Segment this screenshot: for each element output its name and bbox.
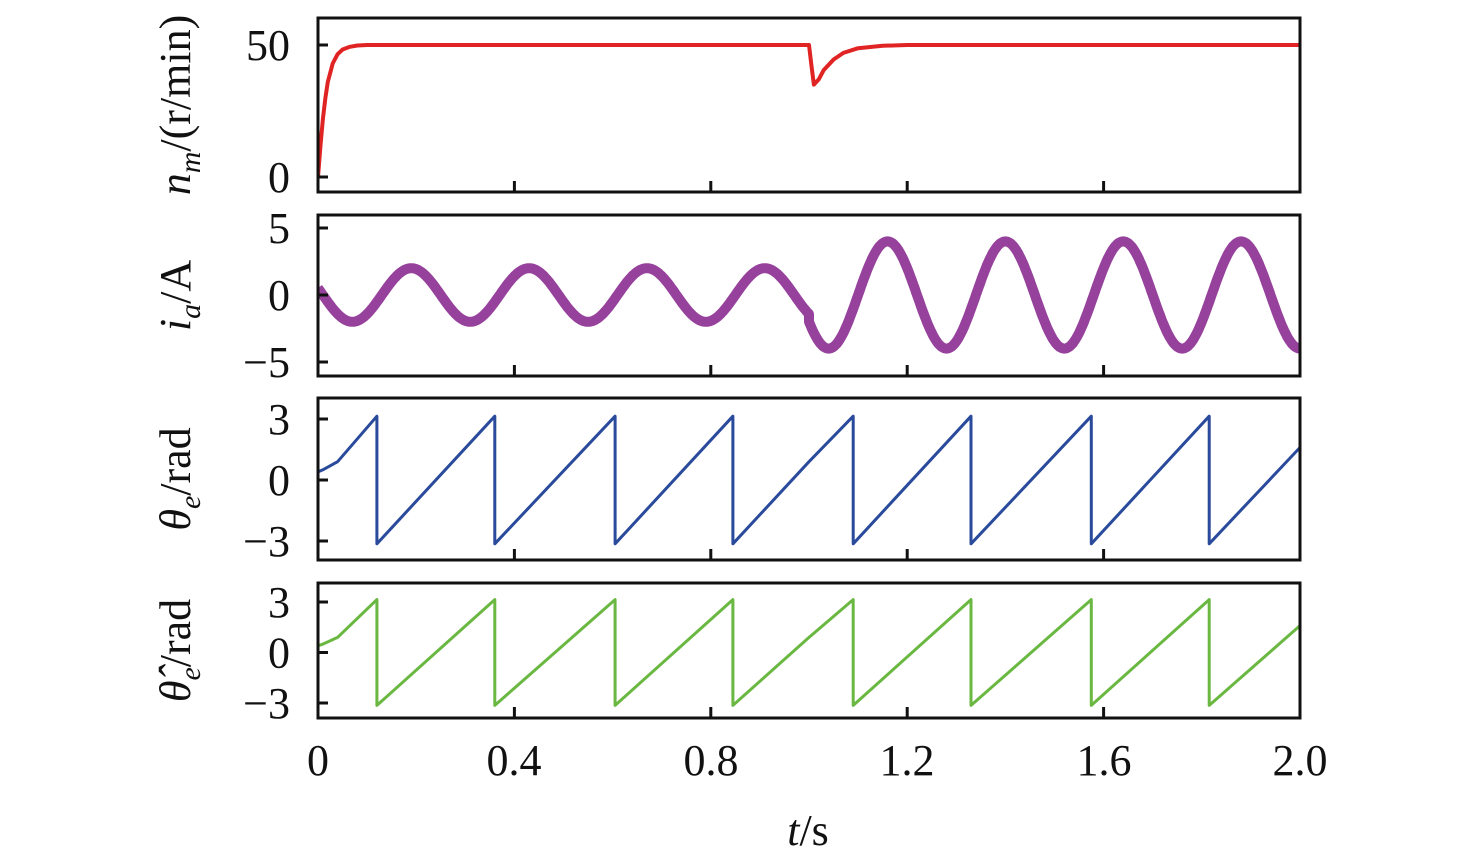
series-line-actual-rotor-angle [318, 414, 1300, 546]
x-tick-label: 2.0 [1273, 736, 1328, 785]
x-tick-label: 0 [307, 736, 329, 785]
y-axis-subscript: e [174, 667, 207, 680]
series-line-phase-current [318, 236, 1300, 354]
plot-frame [316, 16, 1302, 194]
y-tick-label: 50 [246, 21, 290, 70]
y-axis-subscript: e [174, 496, 207, 509]
y-axis-title: θe/rad [151, 427, 207, 530]
panel-3: −3 0 3 θe/rad [151, 395, 1302, 566]
y-tick-label: 0 [268, 153, 290, 202]
y-tick-label: −3 [243, 679, 290, 728]
x-axis-unit: /s [799, 806, 828, 855]
y-axis-symbol: θ [151, 509, 200, 531]
y-axis-symbol: i [151, 319, 200, 331]
series-line-speed [318, 43, 1300, 178]
y-axis-subscript: m [174, 152, 207, 174]
plot-frame [316, 581, 1302, 720]
y-tick-label: 3 [268, 578, 290, 627]
x-axis-title: t/s [787, 806, 829, 855]
y-axis-symbol: n [151, 173, 200, 195]
y-axis-unit: /(r/min) [151, 15, 200, 152]
y-tick-label: −5 [243, 338, 290, 387]
y-tick-label: 3 [268, 395, 290, 444]
y-tick-label: −3 [243, 517, 290, 566]
x-tick-label: 0.4 [487, 736, 542, 785]
y-axis-unit: /rad [151, 427, 200, 495]
x-axis: 0 0.4 0.8 1.2 1.6 2.0 t/s [307, 736, 1328, 855]
y-axis-subscript: a [174, 304, 207, 319]
panel-2: −5 0 5 ia/A [151, 204, 1302, 387]
y-axis-title: ia/A [151, 260, 207, 331]
y-tick-label: 0 [268, 629, 290, 678]
x-tick-label: 1.6 [1077, 736, 1132, 785]
panel-4: −303 θ̂e/rad [151, 578, 1302, 728]
y-tick-label: 0 [268, 271, 290, 320]
y-tick-label: 5 [268, 204, 290, 253]
y-axis-unit: /rad [151, 599, 200, 667]
panel-1: 0 50 nm/(r/min) [151, 15, 1302, 202]
series-line-estimated-rotor-angle [318, 598, 1300, 707]
y-tick-label: 0 [268, 456, 290, 505]
y-axis-unit: /A [151, 260, 200, 304]
y-axis-title: nm/(r/min) [151, 15, 207, 196]
x-tick-label: 0.8 [684, 736, 739, 785]
y-axis-title: θ̂e/rad [151, 599, 207, 702]
x-axis-symbol: t [787, 806, 801, 855]
x-tick-label: 1.2 [880, 736, 935, 785]
